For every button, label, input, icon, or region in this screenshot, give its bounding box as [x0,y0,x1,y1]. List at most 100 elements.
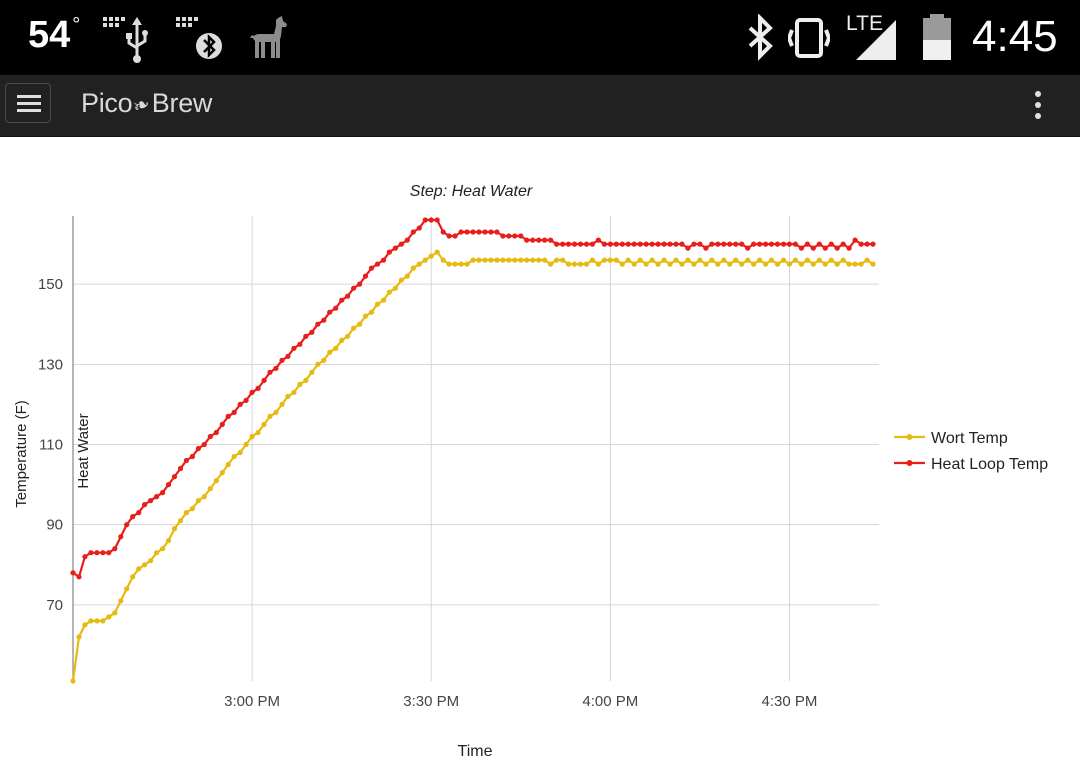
data-point [601,241,608,247]
data-point [512,257,518,263]
data-point [440,229,446,235]
legend-entry[interactable]: Heat Loop Temp [894,456,1048,473]
chart-title: Step: Heat Water [410,183,533,200]
data-point [757,257,763,263]
data-point [589,241,596,247]
chart-series [70,217,876,684]
lte-signal-icon: LTE [846,12,896,60]
bluetooth-icon [748,14,773,61]
data-point [536,237,542,243]
vibrate-icon [788,18,830,58]
data-point [374,301,381,307]
data-point [727,241,733,247]
data-point [100,618,106,624]
data-point [368,265,375,271]
step-annotation: Heat Water [75,413,92,488]
data-point [165,538,172,544]
data-point [76,634,82,640]
data-point [225,461,231,468]
data-point [560,241,566,247]
data-point [315,321,321,327]
data-point [864,241,870,247]
data-point [780,241,787,247]
data-point [512,233,518,239]
data-point [482,257,488,263]
brand-logo[interactable]: Pico❧Brew [81,88,212,119]
data-point [285,353,291,359]
data-point [351,325,357,331]
data-point [673,241,679,247]
data-point [177,465,184,472]
data-point [745,245,751,251]
data-point [154,494,160,500]
chart-grid [73,216,879,681]
brand-prefix: Pico [81,88,133,118]
data-point [518,233,524,239]
hamburger-menu-icon-bar [17,109,41,112]
data-point [482,229,488,235]
data-point [577,261,584,267]
data-point [124,586,130,592]
data-point [679,261,685,267]
x-axis-title: Time [458,743,493,760]
data-point [357,281,363,287]
battery-icon [923,14,951,60]
data-point [374,261,381,267]
data-point [136,510,142,516]
data-point [434,249,440,255]
data-point [548,261,554,267]
data-point [297,381,303,387]
data-point [739,261,745,267]
data-point [816,241,822,247]
data-point [763,241,769,247]
data-point [118,598,124,604]
data-point [171,474,178,480]
data-point [649,257,655,263]
data-point [530,257,536,263]
data-point [160,490,166,496]
more-vert-icon[interactable] [1028,89,1048,121]
legend-label: Wort Temp [931,430,1008,447]
data-point [601,257,608,263]
data-point [488,229,494,235]
data-point [464,261,470,267]
data-point [464,229,470,235]
y-axis-title: Temperature (F) [13,400,30,508]
data-point [195,498,201,504]
data-point [757,241,763,247]
data-point [852,237,858,243]
data-point [207,486,213,492]
data-point [255,385,261,391]
data-point [595,237,602,243]
data-point [661,257,667,263]
data-point [291,389,297,395]
data-point [786,241,793,247]
data-point [76,574,82,580]
data-point [130,514,136,520]
degree-symbol: ° [72,14,81,36]
data-point [631,241,637,247]
data-point [834,261,840,267]
data-point [207,433,213,440]
data-point [249,433,255,440]
data-point [530,237,536,243]
data-point [804,257,811,263]
data-point [625,257,631,263]
data-point [780,257,787,263]
leaf-icon: ❧ [130,92,154,120]
data-point [88,550,94,556]
data-point [160,546,166,552]
legend-marker [906,460,913,466]
data-point [661,241,667,247]
data-point [470,257,476,263]
data-point [524,257,530,263]
legend-entry[interactable]: Wort Temp [894,430,1008,447]
data-point [183,457,189,464]
data-point [416,225,422,231]
x-tick-label: 3:30 PM [403,693,459,710]
data-point [183,510,189,516]
data-point [82,554,88,560]
data-point [303,333,309,339]
hamburger-menu-button[interactable] [5,83,51,123]
data-point [631,261,637,267]
